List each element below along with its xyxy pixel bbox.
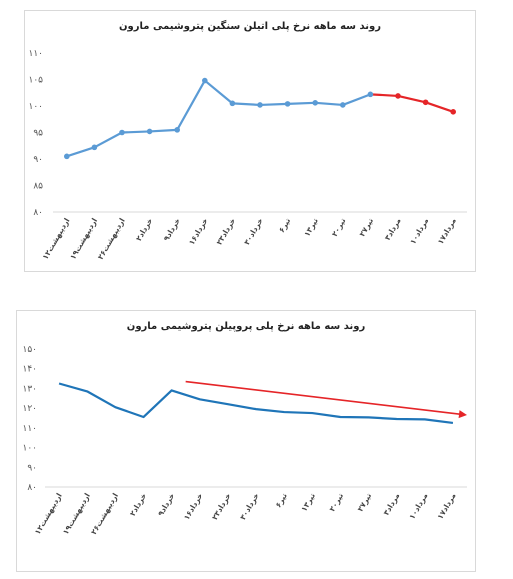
x-tick-label: ۱۶خرداد bbox=[182, 492, 205, 522]
x-tick-label: ۲۳خرداد bbox=[210, 492, 233, 522]
x-tick-label: ۱۲اردیبهشت bbox=[33, 492, 64, 537]
x-tick-label: ۲۶اردیبهشت bbox=[89, 492, 120, 537]
data-point bbox=[422, 99, 429, 106]
data-point bbox=[450, 109, 457, 115]
x-tick-label: ۱۷مرداد bbox=[436, 216, 458, 246]
x-tick-label: ۱۹اردیبهشت bbox=[68, 217, 99, 262]
y-tick-label: ۱۵۰ bbox=[22, 345, 37, 355]
x-tick-label: ۹خرداد bbox=[156, 492, 176, 518]
trend-arrow-head bbox=[458, 410, 467, 419]
x-tick-label: ۲۰تیر bbox=[330, 216, 348, 238]
chart-svg: ۸۰ ۹۰ ۱۰۰ ۱۱۰ ۱۲۰ ۱۳۰ ۱۴۰ ۱۵۰ ۱۲اردیبهشت۱۹اردیبه… bbox=[22, 345, 467, 537]
y-tick-label: ۸۵ bbox=[33, 182, 43, 192]
data-point bbox=[340, 102, 346, 108]
x-tick-label: ۱۳تیر bbox=[299, 491, 317, 513]
data-point bbox=[284, 101, 291, 107]
data-point bbox=[91, 144, 98, 151]
x-tick-label: ۲۷تیر bbox=[356, 491, 374, 513]
y-tick-label: ۹۰ bbox=[33, 155, 43, 165]
data-point bbox=[64, 153, 70, 160]
y-tick-label: ۹۵ bbox=[33, 129, 43, 139]
x-tick-label: ۲۶اردیبهشت bbox=[96, 217, 127, 262]
x-tick-label: ۳۰خرداد bbox=[238, 492, 261, 522]
data-point bbox=[202, 77, 208, 84]
y-tick-label: ۱۰۵ bbox=[28, 76, 43, 86]
chart-title: روند سه ماهه نرخ پلی پروپیلن پتروشیمی ما… bbox=[126, 321, 366, 332]
x-tick-label: ۶تیر bbox=[277, 216, 292, 234]
x-tick-label: ۲۰تیر bbox=[327, 491, 345, 513]
x-tick-label: ۲۳خرداد bbox=[215, 217, 238, 247]
data-point bbox=[119, 129, 125, 136]
y-tick-label: ۱۳۰ bbox=[22, 384, 37, 394]
polypropylene-chart: روند سه ماهه نرخ پلی پروپیلن پتروشیمی ما… bbox=[16, 310, 476, 572]
data-point bbox=[367, 91, 374, 98]
y-tick-label: ۸۰ bbox=[27, 483, 37, 493]
x-tick-label: ۶تیر bbox=[274, 491, 289, 509]
x-tick-label: ۱۶خرداد bbox=[187, 217, 210, 247]
x-tick-label: ۳مرداد bbox=[382, 491, 402, 517]
y-tick-label: ۱۴۰ bbox=[22, 365, 37, 375]
x-tick-label: ۳مرداد bbox=[383, 216, 403, 242]
data-point bbox=[312, 100, 319, 106]
data-point bbox=[395, 93, 401, 99]
y-tick-label: ۸۰ bbox=[33, 208, 43, 218]
x-tick-label: ۱۲اردیبهشت bbox=[41, 217, 72, 262]
y-tick-label: ۱۱۰ bbox=[28, 49, 43, 59]
y-tick-label: ۱۰۰ bbox=[22, 444, 37, 454]
y-tick-label: ۱۱۰ bbox=[22, 424, 37, 434]
x-tick-label: ۲خرداد bbox=[128, 492, 148, 518]
data-point bbox=[257, 102, 263, 108]
x-tick-label: ۲خرداد bbox=[134, 217, 154, 243]
y-tick-label: ۱۰۰ bbox=[28, 102, 43, 112]
x-tick-label: ۱۹اردیبهشت bbox=[61, 492, 92, 537]
x-tick-label: ۱۰مرداد bbox=[408, 216, 430, 246]
chart-svg: ۸۰ ۸۵ ۹۰ ۹۵ ۱۰۰ ۱۰۵ ۱۱۰ ۱۲اردیبهشت۱۹اردیبهشت۲۶ا… bbox=[28, 49, 467, 262]
series-line bbox=[66, 79, 371, 158]
x-tick-label: ۱۰مرداد bbox=[407, 491, 429, 521]
y-tick-label: ۱۲۰ bbox=[22, 404, 37, 414]
x-tick-label: ۹خرداد bbox=[162, 217, 182, 243]
trend-arrow bbox=[185, 380, 462, 416]
data-point bbox=[174, 127, 180, 133]
data-point bbox=[146, 128, 153, 135]
series-line bbox=[58, 382, 454, 425]
x-tick-label: ۱۷مرداد bbox=[436, 491, 458, 521]
x-tick-label: ۳۰خرداد bbox=[242, 217, 265, 247]
chart-title: روند سه ماهه نرخ پلی اتیلن سنگین پتروشیم… bbox=[119, 21, 381, 32]
polyethylene-chart: روند سه ماهه نرخ پلی اتیلن سنگین پتروشیم… bbox=[24, 10, 476, 272]
data-point bbox=[229, 100, 236, 107]
y-tick-label: ۹۰ bbox=[27, 463, 37, 473]
x-tick-label: ۱۳تیر bbox=[302, 216, 320, 238]
series-line-highlight bbox=[370, 93, 454, 113]
x-tick-label: ۲۷تیر bbox=[357, 216, 375, 238]
